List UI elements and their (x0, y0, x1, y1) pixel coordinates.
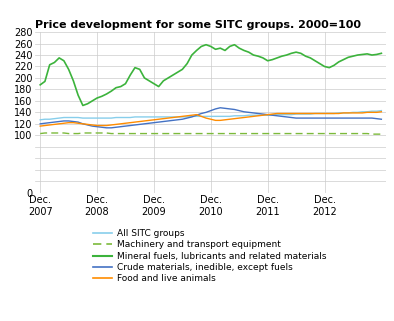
Legend: All SITC groups, Machinery and transport equipment, Mineral fuels, lubricants an: All SITC groups, Machinery and transport… (93, 229, 327, 283)
Text: Price development for some SITC groups. 2000=100: Price development for some SITC groups. … (35, 20, 361, 30)
